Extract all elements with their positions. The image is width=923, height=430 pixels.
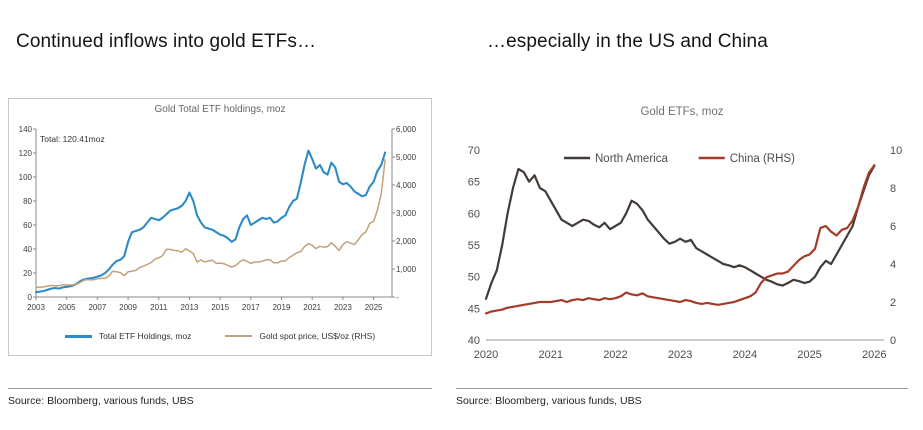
right-chart-plot: 40 45 50 55 60 65 70 0 2 4 6 8 10 2020 2021 2022 2023 202… [468,145,903,361]
svg-text:8: 8 [890,183,896,195]
svg-text:2017: 2017 [242,303,260,312]
svg-text:4: 4 [890,259,896,271]
svg-text:70: 70 [468,145,480,157]
svg-text:2023: 2023 [334,303,352,312]
left-chart-box: Gold Total ETF holdings, moz 0 20 40 60 80 10… [8,98,432,356]
svg-text:2023: 2023 [668,349,692,361]
tan-line-swatch [225,335,253,337]
svg-text:4,000: 4,000 [396,181,417,190]
left-source-divider [8,388,432,389]
left-panel-heading: Continued inflows into gold ETFs… [16,31,317,52]
svg-text:140: 140 [19,125,33,134]
svg-text:3,000: 3,000 [396,209,417,218]
svg-text:2019: 2019 [273,303,291,312]
svg-text:80: 80 [23,197,32,206]
right-chart-box: Gold ETFs, moz 40 45 50 55 60 65 70 0 2 4 6 8 10 2020… [456,106,908,364]
svg-text:2003: 2003 [27,303,45,312]
svg-text:2,000: 2,000 [396,237,417,246]
right-source-divider [456,388,908,389]
svg-text:50: 50 [468,272,480,284]
svg-text:2025: 2025 [365,303,383,312]
svg-text:6: 6 [890,221,896,233]
svg-text:2013: 2013 [181,303,199,312]
svg-text:2022: 2022 [603,349,627,361]
blue-line-swatch [64,334,92,338]
svg-text:2024: 2024 [733,349,757,361]
left-chart-plot: 0 20 40 60 80 100 120 140 - 1,000 2,000 3,000 4,000 5… [19,125,417,312]
svg-text:Total: 120.41moz: Total: 120.41moz [40,134,105,144]
right-panel-heading: …especially in the US and China [487,31,768,52]
right-chart-title: Gold ETFs, moz [640,106,724,118]
svg-text:2025: 2025 [797,349,821,361]
left-source-text: Source: Bloomberg, various funds, UBS [8,395,194,407]
legend-item-total-etf-holdings: Total ETF Holdings, moz [64,331,192,341]
svg-text:100: 100 [19,173,33,182]
legend-label: Gold spot price, US$/oz (RHS) [259,331,376,341]
svg-text:55: 55 [468,240,480,252]
svg-text:2007: 2007 [88,303,106,312]
svg-text:20: 20 [23,269,32,278]
svg-text:2: 2 [890,297,896,309]
svg-text:2015: 2015 [211,303,229,312]
svg-text:2009: 2009 [119,303,137,312]
svg-text:40: 40 [23,245,32,254]
svg-text:40: 40 [468,335,480,347]
svg-text:2020: 2020 [474,349,498,361]
svg-text:60: 60 [23,221,32,230]
svg-text:China (RHS): China (RHS) [730,153,795,165]
svg-text:-: - [396,293,399,302]
legend-label: Total ETF Holdings, moz [98,331,192,341]
svg-text:65: 65 [468,177,480,189]
svg-text:0: 0 [890,335,896,347]
svg-text:60: 60 [468,208,480,220]
left-chart-legend: Total ETF Holdings, moz Gold spot price,… [9,321,431,351]
svg-text:2021: 2021 [303,303,321,312]
svg-text:North America: North America [595,153,668,165]
svg-text:2026: 2026 [862,349,886,361]
svg-text:45: 45 [468,303,480,315]
svg-text:2021: 2021 [538,349,562,361]
svg-text:0: 0 [28,293,33,302]
right-source-text: Source: Bloomberg, various funds, UBS [456,395,642,407]
svg-text:2011: 2011 [150,303,168,312]
left-chart-title: Gold Total ETF holdings, moz [154,104,286,115]
svg-text:1,000: 1,000 [396,265,417,274]
legend-item-gold-spot-price: Gold spot price, US$/oz (RHS) [225,331,375,341]
svg-text:6,000: 6,000 [396,125,417,134]
svg-text:120: 120 [19,149,33,158]
svg-text:2005: 2005 [58,303,76,312]
svg-text:5,000: 5,000 [396,153,417,162]
svg-text:10: 10 [890,145,902,157]
